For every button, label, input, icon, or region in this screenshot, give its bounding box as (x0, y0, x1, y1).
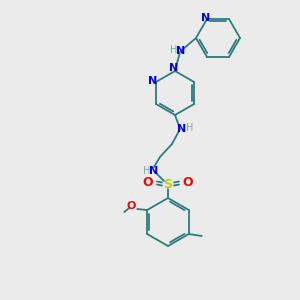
Text: S: S (164, 178, 172, 190)
Text: N: N (177, 124, 187, 134)
Text: N: N (148, 76, 158, 86)
Text: N: N (149, 166, 159, 176)
Text: H: H (186, 123, 194, 133)
Text: H: H (170, 45, 178, 55)
Text: O: O (143, 176, 153, 190)
Text: O: O (127, 201, 136, 211)
Text: H: H (143, 166, 151, 176)
Text: N: N (201, 13, 211, 23)
Text: N: N (176, 46, 186, 56)
Text: O: O (183, 176, 193, 190)
Text: N: N (169, 63, 178, 73)
